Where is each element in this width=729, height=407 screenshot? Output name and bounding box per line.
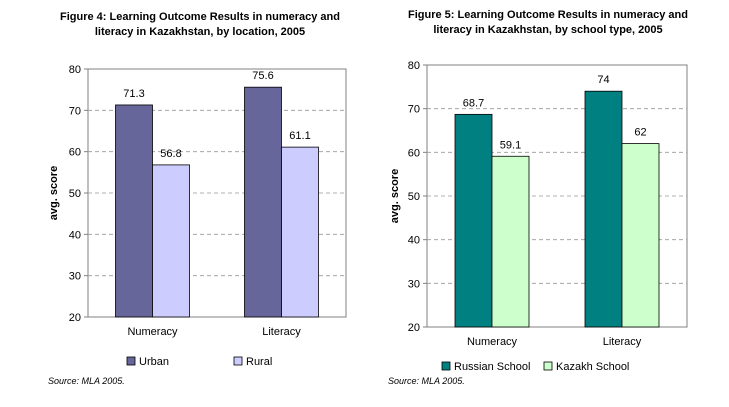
chart2-legend-label: Kazakh School <box>556 361 629 373</box>
chart1-ytick-label: 80 <box>69 64 81 76</box>
chart2-legend-swatch <box>441 361 451 371</box>
chart1-data-label: 61.1 <box>289 130 310 142</box>
chart1-data-label: 75.6 <box>252 70 273 82</box>
chart1-bar-1-1 <box>115 104 153 318</box>
chart2-ytick-label: 40 <box>408 235 420 247</box>
chart1-legend-swatch <box>126 356 136 366</box>
chart2-source: Source: MLA 2005. <box>388 376 465 386</box>
chart2-data-label: 59.1 <box>500 139 521 151</box>
chart2-data-label: 68.7 <box>463 97 484 109</box>
chart2-ylabel: avg. score <box>389 169 401 223</box>
chart2-data-label: 74 <box>597 74 609 86</box>
chart1-source: Source: MLA 2005. <box>48 376 125 386</box>
chart2-legend-label: Russian School <box>454 361 530 373</box>
chart2-ytick-label: 70 <box>408 104 420 116</box>
chart1-category-label: Literacy <box>262 326 301 338</box>
chart2-bar-1-1 <box>454 113 493 328</box>
chart1-ytick-label: 70 <box>69 105 81 117</box>
chart1-ylabel: avg. score <box>48 166 60 220</box>
chart1-bar-1-2 <box>152 164 190 318</box>
chart1-ytick-label: 30 <box>69 271 81 283</box>
chart2-bar-2-2 <box>621 143 660 328</box>
chart2-category-label: Literacy <box>603 336 642 348</box>
chart2-ytick-label: 20 <box>408 322 420 334</box>
chart2-bar-2-1 <box>584 90 623 328</box>
chart2-ytick-label: 80 <box>408 60 420 72</box>
chart2-title: Figure 5: Learning Outcome Results in nu… <box>408 9 688 36</box>
chart1-title: Figure 4: Learning Outcome Results in nu… <box>60 11 340 38</box>
chart2-ytick-label: 60 <box>408 147 420 159</box>
chart1-bar-2-1 <box>244 86 282 318</box>
chart1-data-label: 56.8 <box>160 148 181 160</box>
chart1-ytick-label: 60 <box>69 147 81 159</box>
chart2-bar-1-2 <box>491 155 530 328</box>
chart2-ytick-label: 30 <box>408 278 420 290</box>
chart2-data-label: 62 <box>634 127 646 139</box>
chart1-legend-label: Rural <box>246 356 272 368</box>
chart1-bar-2-2 <box>281 146 319 318</box>
chart1-ytick-label: 40 <box>69 229 81 241</box>
chart1-ytick-label: 20 <box>69 312 81 324</box>
chart2-ytick-label: 50 <box>408 191 420 203</box>
chart1-data-label: 71.3 <box>123 88 144 100</box>
chart1-ytick-label: 50 <box>69 188 81 200</box>
chart1-category-label: Numeracy <box>127 326 178 338</box>
chart2-category-label: Numeracy <box>467 336 518 348</box>
chart1-legend-swatch <box>233 356 243 366</box>
chart1-legend-label: Urban <box>139 356 169 368</box>
chart2-legend-swatch <box>543 361 553 371</box>
